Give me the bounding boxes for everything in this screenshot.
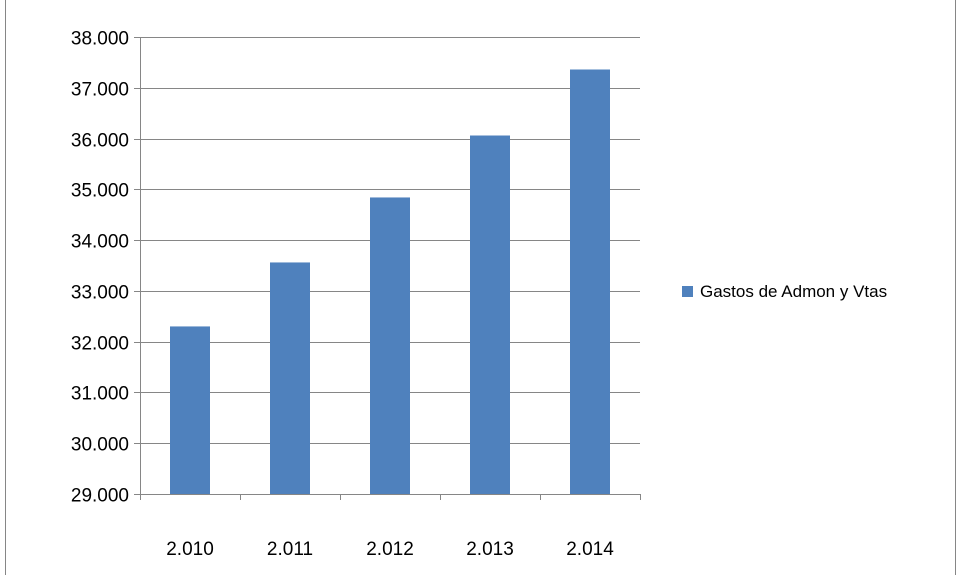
y-tick-label: 29.000 <box>71 486 129 507</box>
x-tick-label: 2.013 <box>466 539 514 560</box>
legend-swatch <box>682 286 693 297</box>
y-tick-label: 32.000 <box>71 334 129 355</box>
x-tick-labels: 2.010 2.011 2.012 2.013 2.014 <box>166 539 614 560</box>
bar-2.014 <box>570 69 610 495</box>
y-tick-label: 36.000 <box>71 131 129 152</box>
x-tick-label: 2.012 <box>366 539 414 560</box>
x-tick-label: 2.010 <box>166 539 214 560</box>
y-tick-label: 34.000 <box>71 232 129 253</box>
legend: Gastos de Admon y Vtas <box>682 282 887 301</box>
y-tick-label: 30.000 <box>71 435 129 456</box>
y-tick-label: 33.000 <box>71 283 129 304</box>
bar-2.013 <box>470 135 510 494</box>
bar-2.010 <box>170 326 210 494</box>
y-tick-label: 38.000 <box>71 29 129 50</box>
y-tick-labels: 29.000 30.000 31.000 32.000 33.000 34.000 35.0… <box>71 29 129 507</box>
legend-entry-label: Gastos de Admon y Vtas <box>700 282 887 301</box>
x-tick-label: 2.014 <box>566 539 614 560</box>
bars <box>170 69 610 495</box>
bar-2.012 <box>370 197 410 495</box>
bar-2.011 <box>270 262 310 494</box>
y-tick-label: 35.000 <box>71 181 129 202</box>
y-tick-label: 31.000 <box>71 384 129 405</box>
x-tick-label: 2.011 <box>267 539 313 560</box>
y-tick-label: 37.000 <box>71 80 129 101</box>
axes <box>134 37 641 500</box>
